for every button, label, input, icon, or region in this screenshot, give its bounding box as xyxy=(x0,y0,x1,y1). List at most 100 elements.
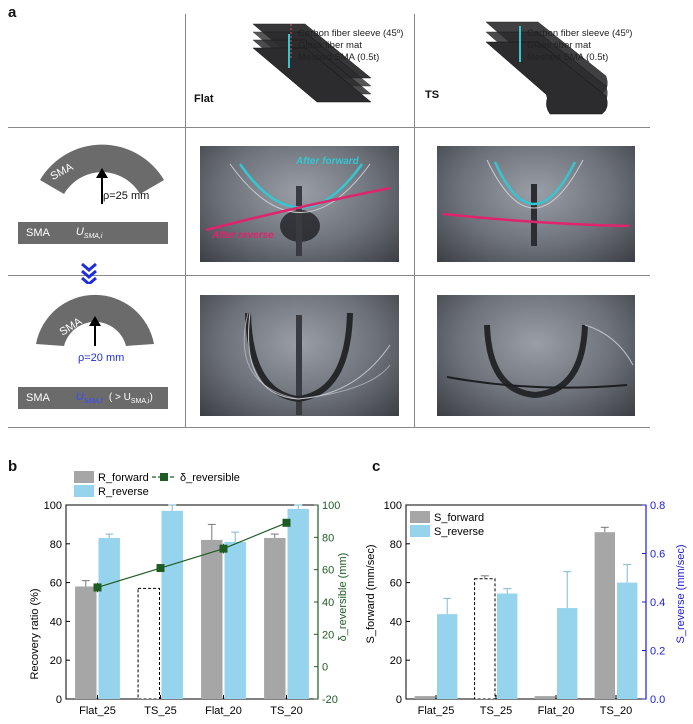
x-tick-label: TS_20 xyxy=(270,705,302,717)
flat-layup-illustration xyxy=(245,18,385,114)
bar-s_reverse-flat_20 xyxy=(557,608,578,699)
ts-layup-illustration xyxy=(478,16,628,116)
bar-r_forward-flat_20 xyxy=(201,539,223,699)
y-tick-label-right: 0.4 xyxy=(650,597,665,609)
x-tick-label: Flat_20 xyxy=(538,705,575,717)
column-label-flat: Flat xyxy=(194,93,214,105)
radius-label-25: ρ=25 mm xyxy=(103,190,150,202)
y-tick-label-left: 20 xyxy=(390,655,402,667)
y-tick-label-right: 0.6 xyxy=(650,549,665,561)
y-axis-title-left: Recovery ratio (%) xyxy=(29,588,41,679)
grid-divider-h1 xyxy=(8,127,650,128)
legend-label-r-forward: R_forward xyxy=(98,472,149,484)
y-axis-title-right: S_reverse (mm/sec) xyxy=(675,544,687,643)
bar-r_reverse-ts_25 xyxy=(161,510,183,699)
layer-label-glass: Glass fiber mat xyxy=(527,40,591,51)
y-tick-label-left: 80 xyxy=(50,539,62,551)
ts-layer-labels: Carbon fiber sleeve (45º) Glass fiber ma… xyxy=(527,28,632,64)
y-axis-title-right: δ_reversible (mm) xyxy=(337,553,349,642)
bar-s_reverse-flat_25 xyxy=(437,614,458,699)
layer-label-carbon: Carbon fiber sleeve (45º) xyxy=(298,28,404,39)
y-tick-label-left: 0 xyxy=(396,694,402,706)
delta-reversible-line xyxy=(97,522,287,589)
delta-point-ts_25 xyxy=(156,564,165,573)
y-tick-label-right: 20 xyxy=(322,629,334,641)
legend-swatch-r-forward xyxy=(74,471,94,483)
layer-label-carbon: Carbon fiber sleeve (45º) xyxy=(527,28,633,39)
y-tick-label-left: 100 xyxy=(384,500,402,512)
sma-energy-bar-final: SMA USMA,f ( > USMA,i) xyxy=(18,387,168,409)
legend-label-delta: δ_reversible xyxy=(180,472,240,484)
column-label-ts: TS xyxy=(425,89,440,101)
bar-r_reverse-flat_25 xyxy=(98,537,120,699)
bar-r_forward-ts_25 xyxy=(137,587,161,700)
y-tick-label-right: 0.2 xyxy=(650,646,665,658)
y-tick-label-right: 100 xyxy=(322,500,340,512)
x-tick-label: Flat_25 xyxy=(79,705,116,717)
y-tick-label-right: 40 xyxy=(322,597,334,609)
y-tick-label-left: 100 xyxy=(44,500,62,512)
energy-comparison: ( > USMA,i) xyxy=(108,391,153,405)
after-forward-label: After forward xyxy=(296,156,359,167)
layer-label-sma: Meshed SMA (0.5t) xyxy=(527,52,609,63)
sma-arc-rho25 xyxy=(36,142,176,212)
legend-label-s-reverse: S_reverse xyxy=(434,526,484,538)
grid-divider-h2 xyxy=(8,275,650,276)
legend-label-r-reverse: R_reverse xyxy=(98,486,149,498)
layer-label-sma: Meshed SMA (0.5t) xyxy=(298,52,380,63)
y-axis-title-left: S_forward (mm/sec) xyxy=(365,544,377,643)
photo-flat-rho20 xyxy=(200,295,399,416)
sma-arc-rho20 xyxy=(30,288,160,358)
grid-divider-v1 xyxy=(185,14,186,427)
energy-symbol: USMA,i xyxy=(75,225,103,241)
y-tick-label-right: 0.0 xyxy=(650,694,665,706)
y-tick-label-left: 60 xyxy=(50,578,62,590)
legend-swatch-s-reverse xyxy=(410,525,430,537)
flat-layer-labels: Carbon fiber sleeve (45º) Glass fiber ma… xyxy=(298,28,403,64)
bar-r_reverse-flat_20 xyxy=(224,541,246,699)
y-tick-label-left: 80 xyxy=(390,539,402,551)
y-tick-label-right: -20 xyxy=(322,694,338,706)
photo-ts-rho25 xyxy=(437,146,635,262)
panel-c-letter: c xyxy=(372,458,381,475)
x-tick-label: Flat_20 xyxy=(205,705,242,717)
legend-label-s-forward: S_forward xyxy=(434,512,484,524)
chevron-down-icon xyxy=(81,262,97,289)
delta-point-flat_25 xyxy=(93,583,102,592)
x-tick-label: TS_25 xyxy=(144,705,176,717)
legend-marker-delta xyxy=(160,473,168,481)
energy-symbol-final: USMA,f xyxy=(75,390,103,406)
y-tick-label-left: 40 xyxy=(50,616,62,628)
bar-s_forward-flat_25 xyxy=(414,696,435,699)
x-tick-label: TS_25 xyxy=(480,705,512,717)
y-tick-label-right: 60 xyxy=(322,565,334,577)
y-tick-label-left: 0 xyxy=(56,694,62,706)
y-tick-label-right: 0 xyxy=(322,662,328,674)
speed-chart: S_forward S_reverse S_forward (mm/sec) S… xyxy=(365,500,687,717)
bar-r_reverse-ts_20 xyxy=(287,508,309,699)
panel-a-letter: a xyxy=(8,4,17,21)
sma-energy-bar-initial: SMA USMA,i xyxy=(18,222,168,244)
y-tick-label-right: 0.8 xyxy=(650,500,665,512)
bar-s_reverse-ts_20 xyxy=(617,582,638,699)
legend-swatch-s-forward xyxy=(410,511,430,523)
panel-b-letter: b xyxy=(8,458,18,475)
y-tick-label-left: 60 xyxy=(390,578,402,590)
grid-divider-v2 xyxy=(414,14,415,427)
photo-flat-rho25: After forward After reverse xyxy=(200,146,399,262)
delta-point-ts_20 xyxy=(282,518,291,527)
bar-r_forward-flat_25 xyxy=(75,586,97,699)
sma-bar-label: SMA xyxy=(26,392,50,404)
after-reverse-label: After reverse xyxy=(212,230,274,241)
y-tick-label-right: 80 xyxy=(322,532,334,544)
layer-label-glass: Glass fiber mat xyxy=(298,40,362,51)
y-tick-label-left: 20 xyxy=(50,655,62,667)
bar-s_forward-ts_25 xyxy=(474,578,496,700)
delta-point-flat_20 xyxy=(219,544,228,553)
bar-s_forward-ts_20 xyxy=(594,532,615,699)
recovery-ratio-chart: R_forward R_reverse δ_reversible Recover… xyxy=(29,471,349,717)
bar-r_forward-ts_20 xyxy=(264,537,286,699)
legend-swatch-r-reverse xyxy=(74,485,94,497)
y-tick-label-left: 40 xyxy=(390,616,402,628)
grid-divider-h3 xyxy=(8,427,650,428)
